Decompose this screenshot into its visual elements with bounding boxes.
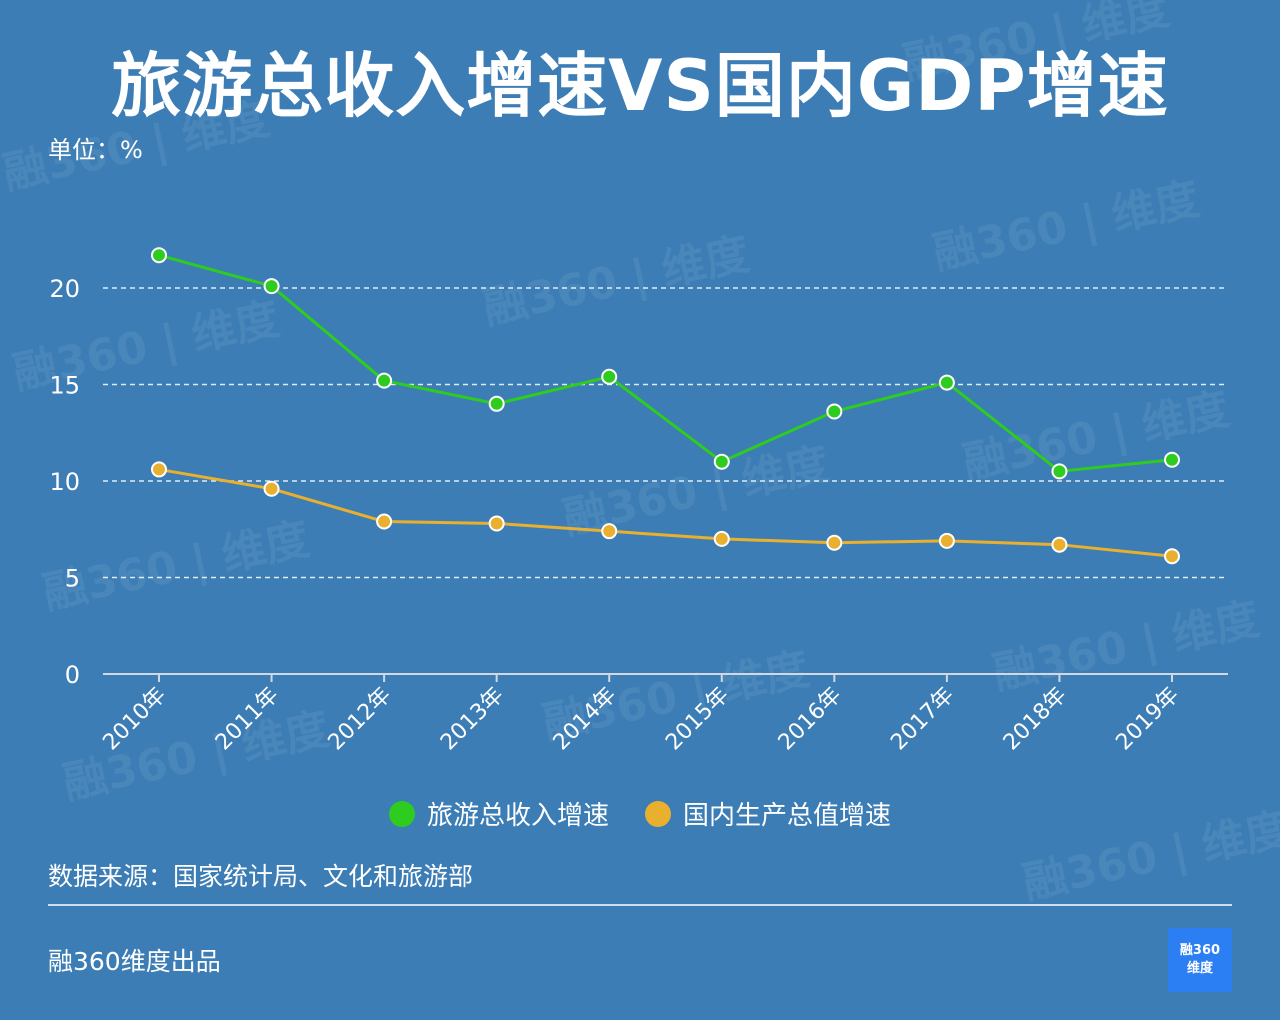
x-tick-label: 2013年 <box>436 683 509 756</box>
data-point <box>826 403 843 420</box>
data-source: 数据来源：国家统计局、文化和旅游部 <box>48 862 474 891</box>
legend-item-tourism[interactable]: 旅游总收入增速 <box>388 795 609 832</box>
legend-label: 旅游总收入增速 <box>426 801 609 831</box>
x-tick-label: 2015年 <box>661 683 734 756</box>
chart-title: 旅游总收入增速VS国内GDP增速 <box>111 45 1169 127</box>
data-point <box>826 534 843 551</box>
data-point <box>376 372 393 389</box>
y-tick-label: 5 <box>65 565 80 593</box>
legend-label: 国内生产总值增速 <box>683 801 892 831</box>
data-point <box>488 395 505 412</box>
data-point <box>488 515 505 532</box>
legend-dot-icon <box>645 800 671 827</box>
y-tick-label: 10 <box>49 468 80 496</box>
data-point <box>1164 548 1180 565</box>
data-point <box>151 247 167 264</box>
x-tick-label: 2014年 <box>549 683 622 756</box>
logo-line: 维度 <box>1186 961 1213 976</box>
data-point <box>601 523 618 540</box>
unit-label: 单位：% <box>48 136 143 164</box>
data-point <box>263 480 280 497</box>
data-point <box>601 368 618 385</box>
series-line-0 <box>158 253 1173 473</box>
legend-dot-icon <box>388 800 415 827</box>
x-tick-label: 2012年 <box>324 683 397 756</box>
data-point <box>713 453 730 470</box>
legend-item-gdp[interactable]: 国内生产总值增速 <box>645 795 891 832</box>
data-point <box>376 513 393 530</box>
brand-logo: 融360 维度 <box>1168 928 1232 992</box>
x-tick-label: 2018年 <box>999 683 1072 756</box>
data-point <box>1051 536 1068 553</box>
y-tick-label: 20 <box>49 275 80 303</box>
x-tick-label: 2016年 <box>774 683 847 756</box>
series-line-1 <box>158 467 1173 558</box>
x-tick-label: 2011年 <box>211 683 284 756</box>
x-tick-label: 2019年 <box>1111 683 1184 756</box>
data-point <box>713 530 730 547</box>
data-point <box>1051 463 1068 480</box>
logo-line: 融360 <box>1179 943 1221 958</box>
footer-credit: 融360维度出品 <box>48 947 221 976</box>
divider <box>48 904 1232 906</box>
data-point <box>938 374 955 391</box>
x-tick-label: 2017年 <box>886 683 959 756</box>
legend: 旅游总收入增速 国内生产总值增速 <box>0 795 1280 832</box>
data-point <box>151 461 167 478</box>
data-point <box>938 532 955 549</box>
data-point <box>263 278 280 295</box>
y-tick-label: 15 <box>49 372 80 400</box>
y-tick-label: 0 <box>65 661 80 689</box>
data-point <box>1164 451 1180 468</box>
line-chart: 0 5 10 15 20 2010年 2011年 2012年 2013年 2014年 2015年 20… <box>49 247 1228 756</box>
x-tick-label: 2010年 <box>98 683 171 756</box>
